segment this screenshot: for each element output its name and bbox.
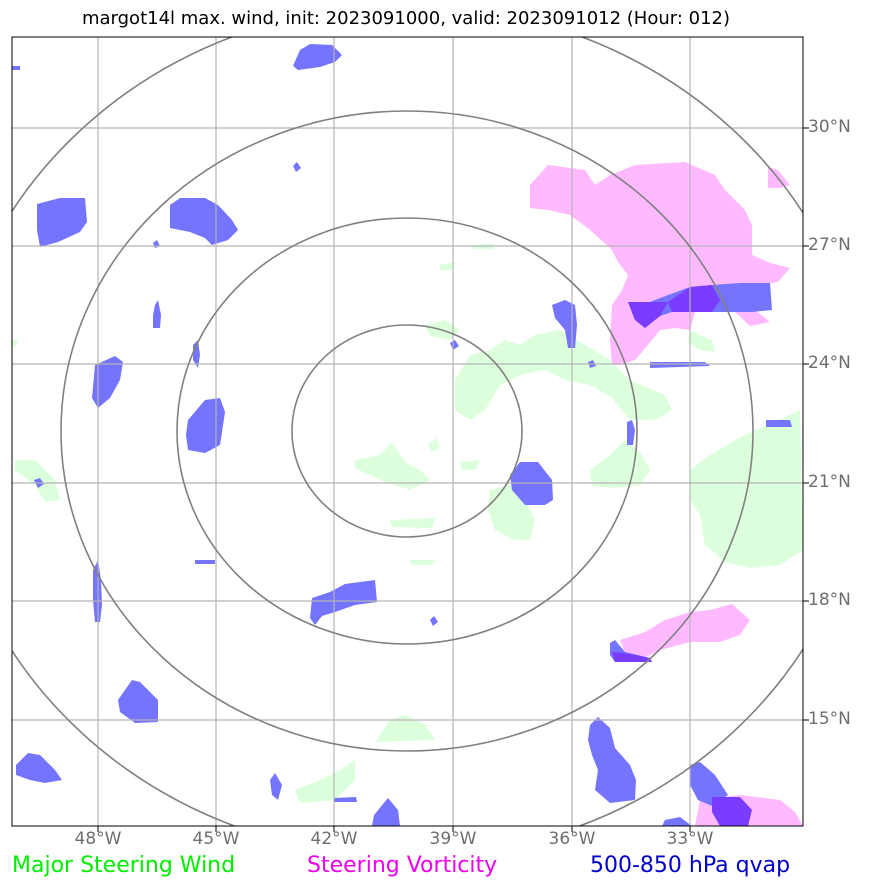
lat-tick-label: 30°N (808, 117, 851, 137)
range-rings (12, 37, 803, 826)
plot-frame (11, 36, 804, 827)
legend-qvap: 500-850 hPa qvap (590, 853, 791, 878)
lon-tick-label: 48°W (74, 829, 122, 849)
lon-tick-label: 36°W (548, 829, 596, 849)
lon-tick-label: 33°W (666, 829, 714, 849)
gridlines (12, 37, 803, 826)
lat-tick-label: 27°N (808, 235, 851, 255)
overlap-areas (612, 285, 752, 826)
axis-ticks (97, 127, 809, 832)
map-title: margot14l max. wind, init: 2023091000, v… (81, 8, 731, 29)
legend-steering-vorticity: Steering Vorticity (307, 853, 498, 878)
lon-tick-label: 45°W (192, 829, 240, 849)
lat-tick-label: 18°N (808, 590, 851, 610)
qvap-areas (12, 44, 792, 826)
legend-steering-wind: Major Steering Wind (12, 853, 236, 878)
lon-tick-label: 42°W (310, 829, 358, 849)
lon-tick-label: 39°W (429, 829, 477, 849)
lat-tick-label: 15°N (808, 709, 851, 729)
steering-wind-areas (12, 244, 803, 803)
lat-tick-label: 24°N (808, 353, 851, 373)
lat-tick-label: 21°N (808, 472, 851, 492)
